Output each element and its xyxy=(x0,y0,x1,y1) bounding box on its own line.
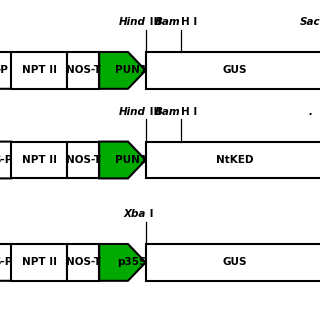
Text: Xba: Xba xyxy=(123,209,146,219)
Bar xyxy=(146,141,320,179)
Text: PUN1: PUN1 xyxy=(116,155,148,165)
Text: -P: -P xyxy=(0,65,9,76)
Bar xyxy=(67,244,99,281)
Bar xyxy=(11,141,67,179)
Text: Hind: Hind xyxy=(119,107,146,117)
Text: III: III xyxy=(146,17,161,27)
Text: III: III xyxy=(146,107,161,117)
Text: NOS-T: NOS-T xyxy=(66,65,101,76)
Polygon shape xyxy=(0,141,11,179)
Polygon shape xyxy=(99,52,146,89)
Bar xyxy=(11,244,67,281)
Text: I: I xyxy=(146,209,153,219)
Text: p35S: p35S xyxy=(117,257,146,268)
Text: .: . xyxy=(308,107,312,117)
Text: NPT II: NPT II xyxy=(22,257,57,268)
Bar xyxy=(67,141,99,179)
Text: NPT II: NPT II xyxy=(22,65,57,76)
Text: H I: H I xyxy=(181,107,197,117)
Text: GUS: GUS xyxy=(222,257,247,268)
Text: S-P: S-P xyxy=(0,257,12,268)
Polygon shape xyxy=(99,141,146,179)
Polygon shape xyxy=(99,244,146,281)
Text: GUS: GUS xyxy=(222,65,247,76)
Text: Sac: Sac xyxy=(300,17,320,27)
Text: H I: H I xyxy=(181,17,197,27)
Polygon shape xyxy=(0,52,11,89)
Bar xyxy=(146,52,320,89)
Bar xyxy=(67,52,99,89)
Text: Bam: Bam xyxy=(155,17,181,27)
Text: NOS-T: NOS-T xyxy=(66,257,101,268)
Text: NtKED: NtKED xyxy=(216,155,253,165)
Text: Bam: Bam xyxy=(155,107,181,117)
Text: Hind: Hind xyxy=(119,17,146,27)
Text: S-P: S-P xyxy=(0,155,12,165)
Text: NOS-T: NOS-T xyxy=(66,155,101,165)
Bar xyxy=(146,244,320,281)
Text: NPT II: NPT II xyxy=(22,155,57,165)
Polygon shape xyxy=(0,244,11,281)
Text: PUN1: PUN1 xyxy=(116,65,148,76)
Bar xyxy=(11,52,67,89)
